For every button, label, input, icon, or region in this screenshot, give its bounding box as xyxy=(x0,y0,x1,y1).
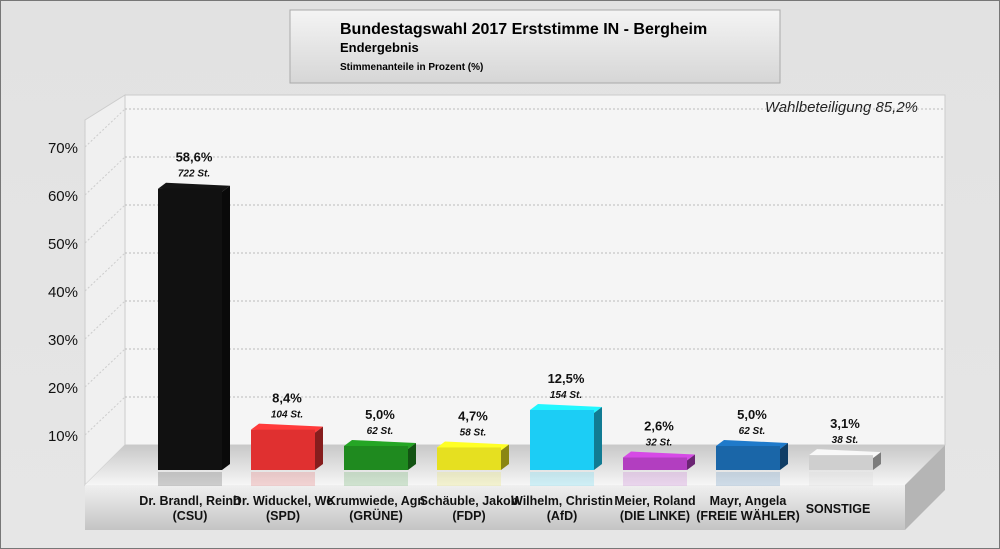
bar xyxy=(158,182,230,486)
chart-subtitle: Endergebnis xyxy=(340,40,419,55)
bar-side xyxy=(408,443,416,470)
category-party-label: (DIE LINKE) xyxy=(620,509,690,523)
category-label: Krumwiede, Agn xyxy=(327,494,425,508)
back-wall xyxy=(124,94,946,446)
category-label: Meier, Roland xyxy=(614,494,695,508)
gridline-side xyxy=(84,300,126,340)
category-label: SONSTIGE xyxy=(806,502,871,516)
title-box xyxy=(289,9,781,84)
votes-label: 58 St. xyxy=(460,427,487,438)
bar-reflection xyxy=(344,472,408,486)
bar-front xyxy=(716,446,780,470)
floor-right-side xyxy=(905,445,945,530)
y-tick-label: 10% xyxy=(48,428,78,445)
turnout-annotation: Wahlbeteiligung 85,2% xyxy=(765,99,918,116)
bar xyxy=(344,440,416,486)
category-label: Mayr, Angela xyxy=(710,494,788,508)
gridline-side xyxy=(84,156,126,196)
bar-front xyxy=(158,188,222,470)
category-party-label: (SPD) xyxy=(266,509,300,523)
bar xyxy=(623,451,695,486)
gridline-side xyxy=(84,252,126,292)
category-label: Wilhelm, Christin xyxy=(511,494,613,508)
value-label: 58,6% xyxy=(176,150,213,165)
bar-side xyxy=(501,444,509,470)
value-label: 12,5% xyxy=(548,371,585,386)
bar xyxy=(251,423,323,486)
value-label: 2,6% xyxy=(644,419,674,434)
category-party-label: (FDP) xyxy=(452,509,485,523)
category-party-label: (AfD) xyxy=(547,509,578,523)
votes-label: 154 St. xyxy=(550,390,582,401)
value-label: 3,1% xyxy=(830,416,860,431)
bar-side xyxy=(315,426,323,470)
bar-reflection xyxy=(251,472,315,486)
floor-front xyxy=(85,485,905,530)
y-tick-label: 40% xyxy=(48,284,78,301)
chart-title: Bundestagswahl 2017 Erststimme IN - Berg… xyxy=(340,21,707,38)
bar-reflection xyxy=(530,472,594,486)
bar-front xyxy=(809,455,873,470)
bar-reflection xyxy=(809,472,873,486)
bar-front xyxy=(344,446,408,470)
votes-label: 38 St. xyxy=(832,435,859,446)
bar-reflection xyxy=(437,472,501,486)
gridline-side xyxy=(84,348,126,388)
bar-side xyxy=(594,407,602,470)
category-party-label: (GRÜNE) xyxy=(349,508,402,523)
value-label: 5,0% xyxy=(365,407,395,422)
votes-label: 62 St. xyxy=(367,426,394,437)
gridline-side xyxy=(84,108,126,148)
y-axis-label: Stimmenanteile in Prozent (%) xyxy=(340,62,483,73)
bar-front xyxy=(623,457,687,470)
votes-label: 62 St. xyxy=(739,426,766,437)
y-tick-label: 60% xyxy=(48,188,78,205)
category-label: Schäuble, Jakob xyxy=(420,494,519,508)
votes-label: 32 St. xyxy=(646,438,673,449)
bar xyxy=(437,441,509,486)
category-party-label: (CSU) xyxy=(173,509,208,523)
category-label: Dr. Widuckel, We xyxy=(233,494,333,508)
y-tick-label: 20% xyxy=(48,380,78,397)
bar-side xyxy=(687,454,695,470)
value-label: 4,7% xyxy=(458,408,488,423)
bar xyxy=(809,449,881,486)
left-wall xyxy=(84,94,126,487)
bar-side xyxy=(222,185,230,470)
value-label: 5,0% xyxy=(737,407,767,422)
y-tick-label: 50% xyxy=(48,236,78,253)
gridline-side xyxy=(84,204,126,244)
bar-side xyxy=(780,443,788,470)
bar-front xyxy=(530,410,594,470)
votes-label: 722 St. xyxy=(178,169,210,180)
y-tick-label: 70% xyxy=(48,140,78,157)
bar-reflection xyxy=(623,472,687,486)
bar-front xyxy=(251,429,315,470)
votes-label: 104 St. xyxy=(271,410,303,421)
bar-reflection xyxy=(716,472,780,486)
bar-front xyxy=(437,447,501,470)
category-party-label: (FREIE WÄHLER) xyxy=(696,508,799,523)
category-label: Dr. Brandl, Reinh xyxy=(139,494,240,508)
bar-side xyxy=(873,452,881,470)
bar xyxy=(530,404,602,486)
bar-reflection xyxy=(158,472,222,486)
value-label: 8,4% xyxy=(272,391,302,406)
gridline-side xyxy=(84,396,126,436)
bar xyxy=(716,440,788,486)
y-tick-label: 30% xyxy=(48,332,78,349)
